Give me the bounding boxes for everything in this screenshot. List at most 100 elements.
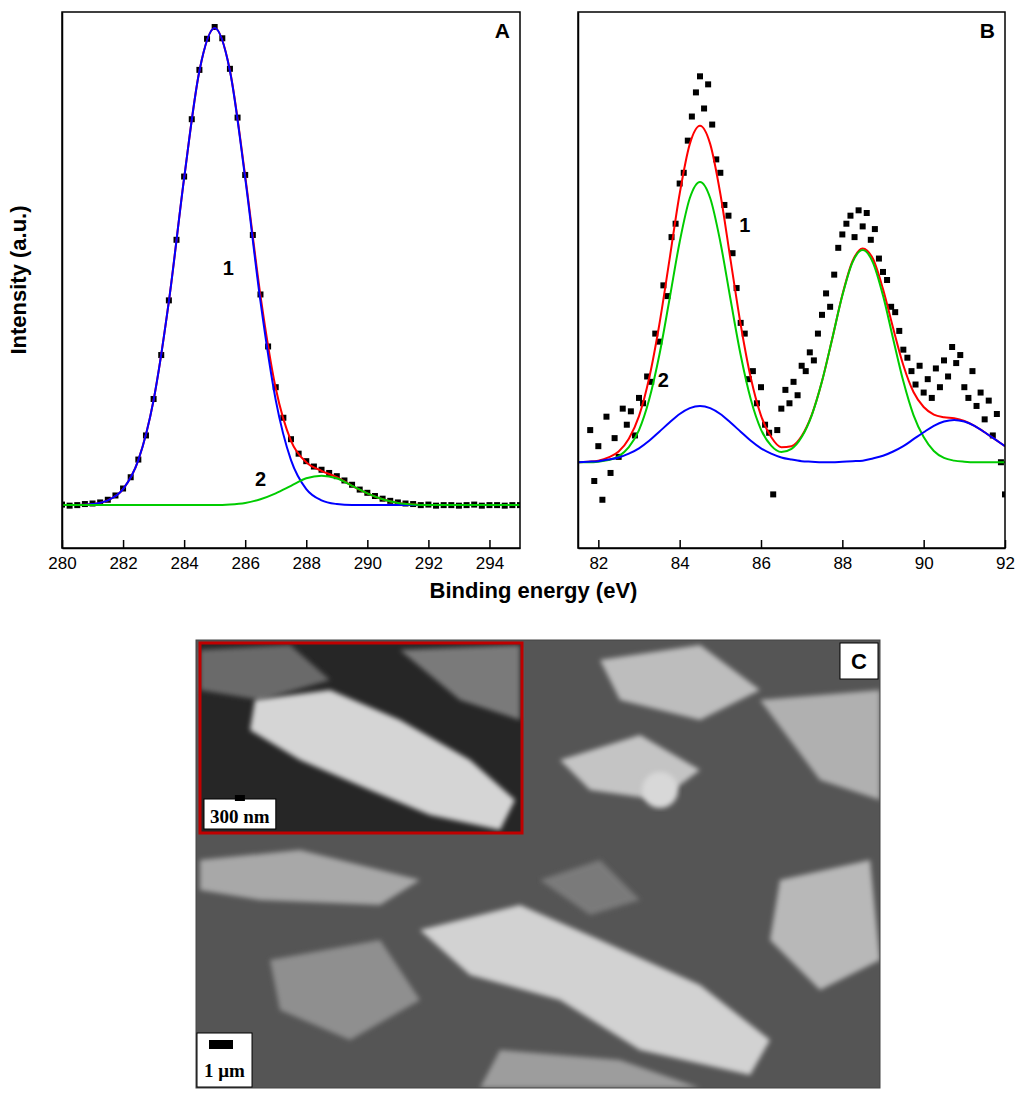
fit-curve: [578, 126, 1005, 463]
sem-flake: [270, 940, 420, 1040]
data-point: [900, 347, 906, 353]
curve-label: 2: [658, 369, 669, 391]
x-tick-mark: [842, 540, 844, 548]
y-axis-line: [62, 13, 64, 549]
data-point: [709, 122, 715, 128]
sem-particle: [642, 772, 678, 808]
data-point: [819, 312, 825, 318]
sem-flake: [560, 735, 700, 800]
x-tick-mark: [123, 540, 125, 548]
y-axis: [62, 13, 63, 549]
x-tick-mark: [679, 540, 681, 548]
x-tick-label: 290: [354, 554, 382, 573]
x-tick: 284: [170, 540, 198, 573]
x-tick-label: 292: [415, 554, 443, 573]
sem-flake: [760, 690, 880, 800]
data-point: [795, 392, 801, 398]
data-point: [969, 368, 975, 374]
plot-area: [62, 24, 520, 509]
data-point: [595, 443, 601, 449]
plot-frame: [62, 12, 520, 548]
sem-image: [196, 640, 880, 1088]
x-tick: 84: [671, 540, 690, 573]
x-tick-label: 82: [589, 554, 608, 573]
data-point: [913, 382, 919, 388]
y-axis-title: Intensity (a.u.): [6, 205, 31, 354]
data-point: [587, 427, 593, 433]
data-point: [603, 414, 609, 420]
data-point: [827, 304, 833, 310]
scale-label: 1 μm: [204, 1060, 245, 1081]
curve-label: 1: [739, 214, 750, 236]
x-tick-label: 90: [915, 554, 934, 573]
data-point: [978, 390, 984, 396]
inset-border: [200, 643, 522, 833]
data-point: [994, 411, 1000, 417]
data-point: [620, 406, 626, 412]
data-point: [758, 384, 764, 390]
data-point: [791, 379, 797, 385]
data-point: [937, 384, 943, 390]
data-point: [705, 81, 711, 87]
data-point: [856, 207, 862, 213]
inset-flake: [250, 690, 515, 830]
data-point: [725, 213, 731, 219]
x-tick: 282: [109, 540, 137, 573]
data-point: [982, 416, 988, 422]
sem-flake: [200, 850, 420, 905]
x-axis-line: [579, 548, 1006, 550]
inset-scale-label: 300 nm: [210, 806, 270, 827]
scale-bar: [209, 1040, 233, 1049]
sem-flake: [540, 860, 640, 915]
fit-curve: [578, 406, 1005, 462]
data-point: [815, 331, 821, 337]
x-tick: 82: [589, 540, 608, 573]
data-point: [868, 237, 874, 243]
data-point: [689, 114, 695, 120]
x-tick: 92: [996, 540, 1015, 573]
inset-flake: [400, 645, 520, 720]
x-tick-mark: [184, 540, 186, 548]
data-point: [880, 269, 886, 275]
data-points: [62, 24, 520, 509]
x-tick-mark: [1005, 540, 1007, 548]
x-tick: 88: [833, 540, 852, 573]
x-tick: 292: [415, 540, 443, 573]
data-point: [774, 427, 780, 433]
data-point: [929, 395, 935, 401]
x-tick-label: 280: [48, 554, 76, 573]
x-tick-mark: [598, 540, 600, 548]
x-axis-title: Binding energy (eV): [430, 578, 638, 603]
inset-scale-bar: [235, 795, 245, 801]
data-point: [599, 497, 605, 503]
data-point: [904, 355, 910, 361]
data-point: [908, 368, 914, 374]
panel-letter: B: [980, 19, 995, 42]
data-point: [693, 89, 699, 95]
x-tick: 90: [915, 540, 934, 573]
data-point: [953, 360, 959, 366]
data-point: [831, 272, 837, 278]
data-point: [839, 231, 845, 237]
data-point: [949, 344, 955, 350]
data-point: [921, 390, 927, 396]
data-points: [587, 73, 1005, 502]
data-point: [636, 395, 642, 401]
data-point: [843, 221, 849, 227]
x-tick-mark: [245, 540, 247, 548]
data-point: [864, 210, 870, 216]
x-tick: 294: [476, 540, 504, 573]
data-point: [945, 373, 951, 379]
x-tick-mark: [923, 540, 925, 548]
x-tick-mark: [306, 540, 308, 548]
x-tick: 288: [293, 540, 321, 573]
plot-frame: [578, 12, 1005, 548]
data-point: [974, 403, 980, 409]
x-tick-label: 92: [996, 554, 1015, 573]
data-point: [892, 309, 898, 315]
x-tick-label: 288: [293, 554, 321, 573]
y-axis: [578, 13, 579, 549]
data-point: [628, 408, 634, 414]
data-point: [917, 363, 923, 369]
data-point: [925, 376, 931, 382]
